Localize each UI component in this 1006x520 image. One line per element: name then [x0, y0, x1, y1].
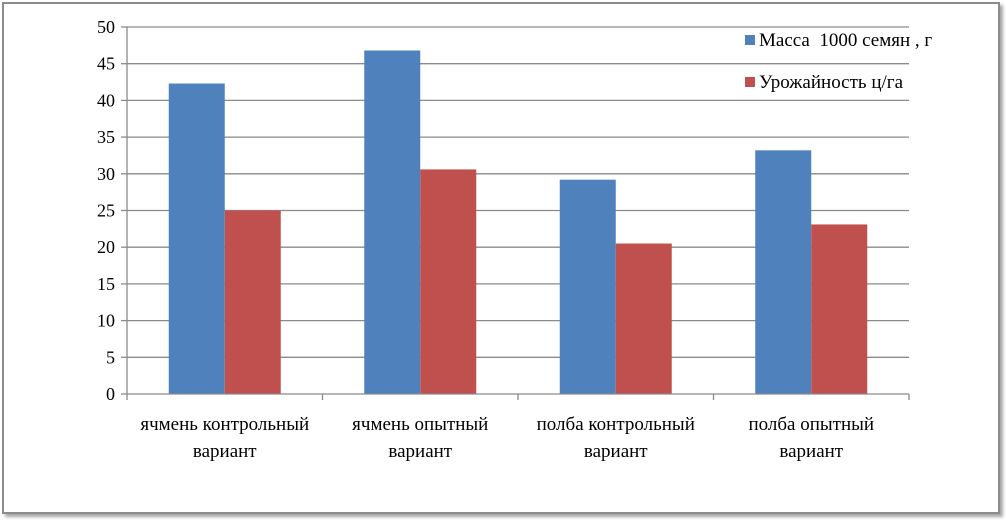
bar — [755, 150, 812, 394]
legend-swatch — [745, 35, 755, 45]
y-tick-labels: 0 5 10 15 20 25 30 35 40 45 50 — [97, 17, 115, 404]
y-tick-label: 5 — [106, 347, 115, 367]
y-tick-label: 10 — [97, 311, 115, 331]
bar — [168, 83, 225, 394]
legend: Масса 1000 семян , г Урожайность ц/га — [745, 30, 932, 93]
x-category-label: вариант — [388, 441, 452, 462]
legend-swatch — [745, 77, 755, 87]
y-tick-label: 0 — [106, 384, 115, 404]
bar — [811, 224, 868, 394]
y-tick-label: 15 — [97, 274, 115, 294]
bar — [420, 169, 477, 394]
x-category-label: полба контрольный — [537, 414, 695, 435]
y-tick-label: 45 — [97, 54, 115, 74]
axes — [121, 26, 910, 400]
y-tick-label: 40 — [97, 90, 115, 110]
y-tick-label: 50 — [97, 17, 115, 37]
bars — [168, 50, 868, 394]
legend-label: Масса 1000 семян , г — [759, 30, 932, 51]
x-category-labels: ячмень контрольный вариант ячмень опытный в… — [140, 414, 874, 462]
x-category-label: вариант — [779, 441, 843, 462]
bar — [559, 179, 616, 394]
y-tick-label: 35 — [97, 127, 115, 147]
legend-label: Урожайность ц/га — [759, 72, 904, 93]
y-tick-label: 30 — [97, 164, 115, 184]
x-category-label: вариант — [584, 441, 648, 462]
bar — [615, 243, 672, 394]
x-category-label: ячмень опытный — [352, 414, 488, 435]
y-tick-label: 25 — [97, 201, 115, 221]
bar — [224, 210, 281, 394]
x-category-label: ячмень контрольный — [140, 414, 309, 435]
x-category-label: вариант — [193, 441, 257, 462]
bar — [364, 50, 421, 394]
x-category-label: полба опытный — [748, 414, 874, 435]
y-tick-label: 20 — [97, 237, 115, 257]
